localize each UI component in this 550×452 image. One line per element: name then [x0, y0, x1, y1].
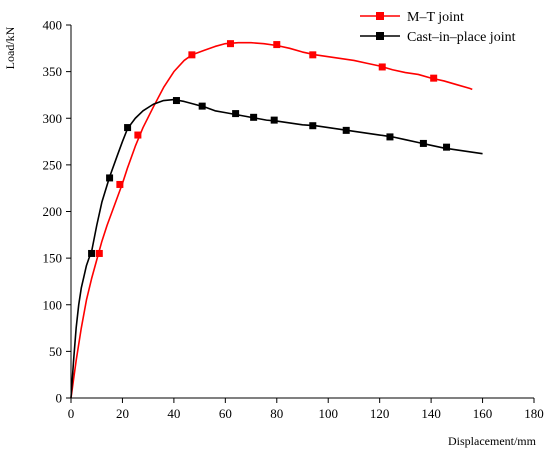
- data-point-cast-in-place-joint: [88, 249, 96, 257]
- legend-marker-mt-joint: [376, 12, 384, 20]
- series-mt-joint: [70, 40, 473, 399]
- data-point-cast-in-place-joint: [124, 124, 132, 132]
- x-axis-title: Displacement/mm: [448, 434, 537, 448]
- data-point-cast-in-place-joint: [172, 97, 180, 105]
- x-tick-label: 140: [421, 406, 441, 421]
- legend-label-mt-joint: M–T joint: [407, 10, 464, 25]
- data-point-cast-in-place-joint: [106, 174, 114, 182]
- legend: M–T joint Cast–in–place joint: [360, 10, 516, 45]
- x-tick-label: 60: [219, 406, 232, 421]
- series-cast-in-place-joint: [70, 97, 483, 399]
- data-point-mt-joint: [188, 51, 196, 59]
- x-tick-label: 20: [116, 406, 129, 421]
- data-point-cast-in-place-joint: [250, 113, 258, 121]
- legend-item-mt-joint: M–T joint: [360, 10, 464, 25]
- y-tick-label: 0: [56, 391, 63, 406]
- y-tick-label: 300: [43, 111, 63, 126]
- data-point-cast-in-place-joint: [419, 139, 427, 147]
- series-layer: [70, 40, 483, 399]
- data-point-mt-joint: [116, 180, 124, 188]
- x-tick-label: 0: [68, 406, 75, 421]
- y-tick-label: 400: [43, 18, 63, 33]
- data-point-cast-in-place-joint: [270, 116, 278, 124]
- data-point-cast-in-place-joint: [386, 133, 394, 141]
- y-axis-title: Load/kN: [3, 26, 17, 69]
- y-tick-label: 100: [43, 297, 63, 312]
- data-point-cast-in-place-joint: [198, 102, 206, 110]
- y-tick-label: 150: [43, 251, 63, 266]
- x-tick-label: 100: [318, 406, 338, 421]
- data-point-mt-joint: [430, 74, 438, 82]
- data-point-cast-in-place-joint: [342, 126, 350, 134]
- data-point-mt-joint: [309, 51, 317, 59]
- legend-label-cast-in-place-joint: Cast–in–place joint: [407, 30, 516, 45]
- x-tick-label: 180: [524, 406, 544, 421]
- data-point-mt-joint: [378, 63, 386, 71]
- data-point-cast-in-place-joint: [309, 122, 317, 130]
- data-point-cast-in-place-joint: [443, 143, 451, 151]
- data-point-mt-joint: [273, 41, 281, 49]
- legend-marker-cast-in-place-joint: [376, 32, 384, 40]
- axes-layer: 0 20 40 60 80 100 120 140 160 180 0 50 100 150 200 250 3…: [43, 18, 544, 422]
- legend-item-cast-in-place-joint: Cast–in–place joint: [360, 30, 516, 45]
- y-tick-label: 200: [43, 204, 63, 219]
- y-tick-label: 350: [43, 64, 63, 79]
- data-point-mt-joint: [226, 40, 234, 48]
- y-tick-label: 250: [43, 157, 63, 172]
- x-tick-label: 80: [270, 406, 283, 421]
- data-point-mt-joint: [95, 249, 103, 257]
- data-point-cast-in-place-joint: [232, 110, 240, 118]
- x-tick-label: 120: [370, 406, 390, 421]
- y-tick-label: 50: [49, 344, 62, 359]
- series-line-mt-joint: [70, 41, 473, 399]
- x-tick-label: 40: [167, 406, 180, 421]
- x-tick-label: 160: [473, 406, 493, 421]
- data-point-mt-joint: [134, 131, 142, 139]
